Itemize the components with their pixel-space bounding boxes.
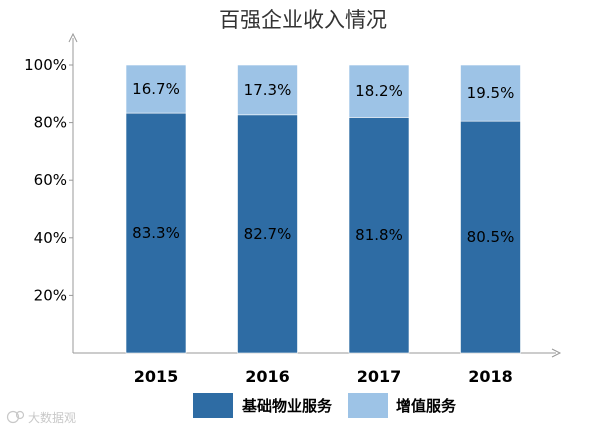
data-label: 17.3% (244, 81, 292, 99)
x-category-label: 2017 (357, 367, 402, 386)
data-label: 19.5% (467, 84, 515, 102)
legend-swatch (193, 393, 233, 418)
bar-segment (237, 64, 298, 116)
legend-swatch (348, 393, 388, 418)
x-category-label: 2016 (245, 367, 290, 386)
bar-segment (125, 112, 187, 354)
y-tick-label: 60% (34, 171, 67, 189)
x-category-label: 2015 (134, 367, 179, 386)
chart-title: 百强企业收入情况 (219, 8, 387, 32)
y-tick-label: 20% (34, 286, 67, 304)
bar-segment (237, 114, 298, 354)
bar-segment (125, 64, 187, 114)
y-axis-arrow (68, 32, 78, 43)
y-tick-label: 80% (34, 114, 67, 132)
data-label: 80.5% (467, 228, 515, 246)
x-category-label: 2018 (468, 367, 513, 386)
data-label: 82.7% (244, 225, 292, 243)
bars: 83.3% 16.7% 82.7% 17.3% 81.8% 18.2% 80.5% 19.5% (125, 64, 521, 354)
data-label: 83.3% (132, 224, 180, 242)
data-label: 16.7% (132, 80, 180, 98)
bar-segment (348, 64, 410, 118)
y-tick-label: 40% (34, 229, 67, 247)
watermark: 大数据观 (6, 410, 76, 425)
x-categories: 2015 2016 2017 2018 (134, 367, 513, 386)
bar-segment (348, 117, 410, 354)
legend: 基础物业服务 增值服务 (193, 393, 457, 418)
y-tick-label: 100% (24, 56, 67, 74)
x-axis-arrow (551, 348, 562, 358)
bar-segment (460, 64, 521, 122)
legend-label: 增值服务 (396, 397, 457, 415)
legend-label: 基础物业服务 (241, 397, 333, 415)
y-ticks: 20% 40% 60% 80% 100% (24, 56, 73, 304)
watermark-text: 大数据观 (28, 410, 76, 425)
watermark-logo (6, 410, 25, 424)
data-label: 81.8% (355, 226, 403, 244)
data-label: 18.2% (355, 82, 403, 100)
